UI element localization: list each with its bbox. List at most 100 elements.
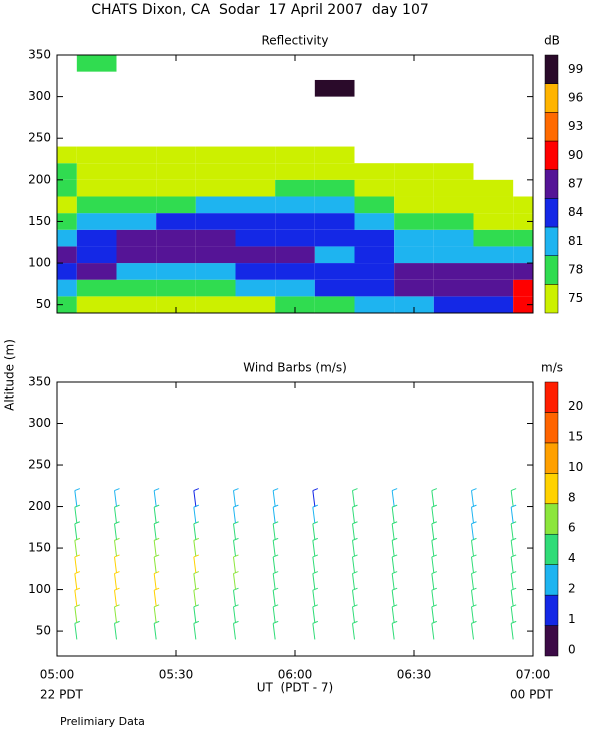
heatmap-cell [433, 179, 474, 197]
wind-barb [391, 604, 398, 623]
wind-barb [312, 604, 319, 623]
barb-part [352, 620, 358, 624]
barb-part [153, 606, 157, 623]
colorbar-tick-label: 81 [568, 234, 583, 248]
wind-barb [153, 620, 160, 640]
heatmap-cell [314, 213, 355, 230]
heatmap-cell [473, 179, 514, 197]
wind-barb [352, 488, 358, 507]
barb-part [352, 604, 358, 608]
barb-part [114, 571, 120, 575]
barb-part [431, 623, 435, 640]
barb-part [510, 521, 517, 525]
heatmap-cell [473, 263, 514, 280]
barb-part [74, 540, 78, 557]
barb-part [510, 556, 514, 574]
heatmap-cell [76, 229, 117, 247]
barb-part [431, 488, 438, 492]
wind-barb [272, 521, 279, 540]
barb-part [431, 537, 438, 541]
heatmap-cell [513, 279, 533, 297]
barb-part [272, 554, 279, 558]
heatmap-cell [275, 196, 315, 214]
heatmap-cell [57, 163, 77, 180]
wind-barb [352, 554, 358, 574]
barb-part [471, 540, 474, 557]
heatmap-cell [116, 246, 157, 264]
barb-part [114, 620, 120, 624]
wind-barb [510, 587, 517, 607]
barb-part [233, 623, 236, 640]
barb-part [510, 623, 514, 640]
colorbar-tick-label: 10 [568, 460, 583, 474]
heatmap-cell [394, 163, 434, 180]
wind-barb [471, 504, 477, 524]
heatmap-cell [57, 296, 77, 313]
wind-barb [153, 521, 160, 540]
heatmap-cell [513, 296, 533, 313]
barb-part [193, 571, 200, 575]
barb-part [312, 556, 316, 574]
wind-barb [312, 620, 319, 640]
heatmap-cell [76, 163, 117, 180]
heatmap-cell [156, 196, 196, 214]
heatmap-cell [156, 296, 196, 313]
heatmap-cell [275, 263, 315, 280]
colorbar-tick-label: 93 [568, 119, 583, 133]
heatmap-cell [354, 279, 395, 297]
barb-part [233, 606, 236, 623]
barb-part [153, 573, 157, 590]
barb-part [352, 537, 358, 541]
colorbar-tick-label: 8 [568, 490, 576, 504]
barb-part [272, 556, 276, 574]
wind-barb [153, 571, 160, 590]
wind-barb [312, 488, 319, 507]
wind-barb [114, 537, 120, 557]
y-axis-label: Altitude (m) [3, 339, 17, 411]
barb-part [74, 490, 78, 507]
heatmap-cell [354, 179, 395, 197]
wind-barb [391, 521, 398, 540]
wind-barb [471, 620, 477, 640]
heatmap-cell [275, 296, 315, 313]
x-axis-label: UT (PDT - 7) [257, 681, 334, 695]
heatmap-cell [354, 196, 395, 214]
barb-part [114, 490, 117, 507]
colorbar-box [544, 226, 559, 256]
wind-barb [272, 571, 279, 590]
colorbar-tick-label: 99 [568, 62, 583, 76]
wind-barb [153, 604, 160, 623]
heatmap-cell [57, 279, 77, 297]
heatmap-cell [235, 163, 276, 180]
heatmap-cell [433, 296, 474, 313]
barb-part [272, 620, 279, 624]
barb-part [153, 604, 160, 608]
colorbar-box [544, 473, 559, 505]
wind-barb [471, 587, 477, 607]
barb-part [431, 571, 438, 575]
barb-part [193, 554, 200, 558]
barb-part [114, 521, 120, 525]
heatmap-cell [116, 279, 157, 297]
barb-part [193, 537, 200, 541]
barb-part [272, 573, 276, 590]
barb-part [272, 488, 279, 492]
barb-part [312, 590, 316, 607]
y-tick-label: 150 [28, 541, 51, 555]
wind-barb [114, 488, 120, 507]
heatmap-cell [473, 213, 514, 230]
barb-part [272, 587, 279, 591]
barb-part [74, 623, 78, 640]
barb-part [391, 620, 398, 624]
barb-part [431, 604, 438, 608]
barb-part [74, 504, 81, 508]
wind-barb [74, 504, 81, 524]
barb-part [352, 623, 355, 640]
barb-part [431, 504, 438, 508]
barb-part [153, 620, 160, 624]
barb-part [193, 490, 197, 507]
heatmap-cell [156, 279, 196, 297]
barb-part [193, 488, 200, 492]
colorbar-box [544, 442, 559, 474]
colorbar-box [544, 83, 559, 113]
